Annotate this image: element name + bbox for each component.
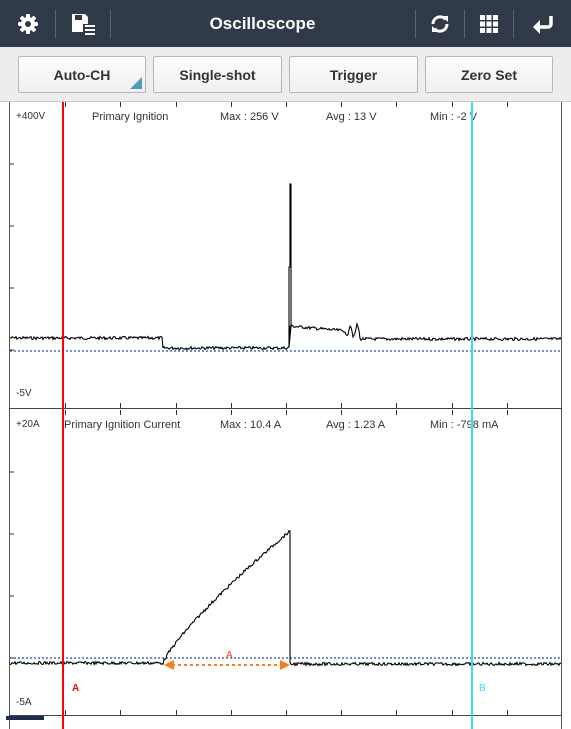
ch2-avg: Avg : 1.23 A [326,419,386,431]
refresh-button[interactable] [416,0,464,47]
ch2-waveform [9,529,562,667]
single-shot-button[interactable]: Single-shot [153,56,282,93]
channel-indicator [6,716,44,720]
refresh-icon [431,14,449,33]
page-title: Oscilloscope [209,13,316,33]
back-button[interactable] [514,0,571,47]
trigger-label: Trigger [329,66,378,83]
zero-set-label: Zero Set [460,66,517,83]
grid-button[interactable] [465,0,513,47]
top-toolbar: Oscilloscope [0,0,571,47]
auto-ch-label: Auto-CH [53,66,111,83]
trigger-button[interactable]: Trigger [289,56,418,93]
interval-label: A [226,650,233,661]
ch2-scale-top: +20A [16,419,40,430]
ch1-scale-top: +400V [16,111,46,122]
ch2-scale-bottom: -5A [16,697,32,708]
control-button-row: Auto-CH Single-shot Trigger Zero Set [0,47,571,102]
ch1-avg: Avg : 13 V [326,111,377,123]
settings-button[interactable] [0,0,55,47]
scope-display[interactable]: +400V Primary Ignition Max : 256 V Avg :… [0,102,571,729]
interval-measure [164,660,290,670]
gear-icon [17,13,38,34]
auto-ch-dropdown[interactable]: Auto-CH [18,56,146,93]
ch1-max: Max : 256 V [220,111,279,123]
ch1-waveform [9,183,562,351]
cursor-b-label: B [479,683,486,694]
ch2-name: Primary Ignition Current [64,419,180,431]
back-icon [532,15,553,34]
ch1-min: Min : -2 V [430,111,478,123]
dropdown-corner-icon [130,77,142,89]
ch2-max: Max : 10.4 A [220,419,282,431]
zero-set-button[interactable]: Zero Set [425,56,553,93]
ch1-scale-bottom: -5V [16,388,32,399]
single-shot-label: Single-shot [179,66,256,83]
ch2-min: Min : -798 mA [430,419,499,431]
grid-icon [480,14,498,33]
save-list-icon [72,13,95,35]
ch1-name: Primary Ignition [92,111,168,123]
save-button[interactable] [56,0,110,47]
cursor-a-label: A [72,683,79,694]
